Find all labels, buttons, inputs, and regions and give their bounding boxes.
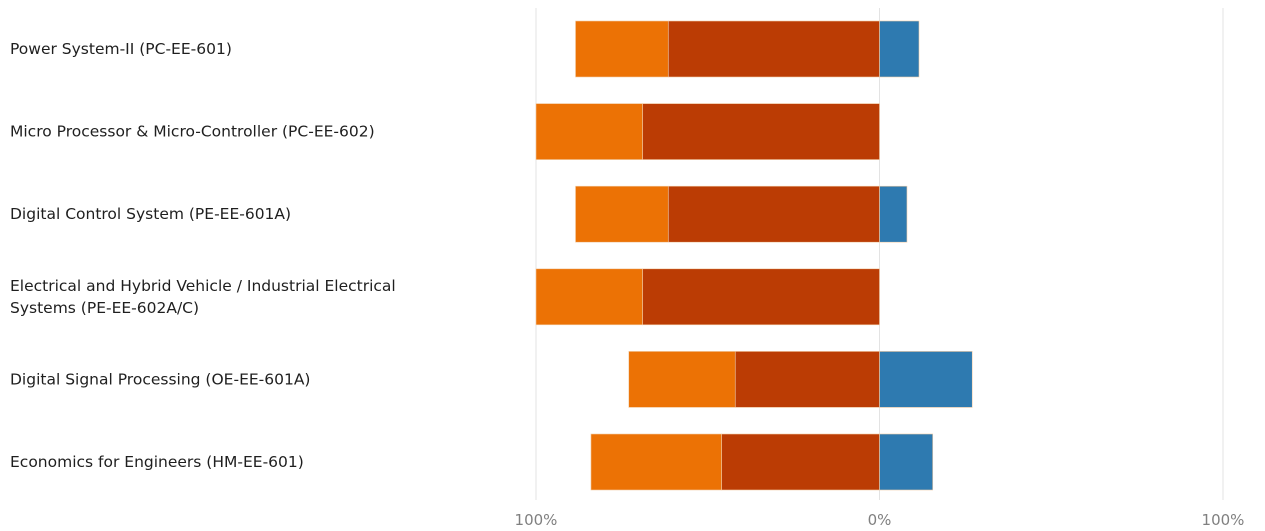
bar-segment-row4-series1 <box>628 351 736 408</box>
bar-segment-row0-series0 <box>667 20 880 78</box>
x-axis-ticks: 100% 0% 100% <box>515 511 1245 529</box>
bar-segment-row2-series1 <box>575 185 669 243</box>
category-label: Electrical and Hybrid Vehicle / Industri… <box>10 277 396 295</box>
bar-segment-row3-series1 <box>535 268 643 326</box>
bar-segment-row5-series0 <box>721 433 880 491</box>
x-tick-label: 0% <box>868 511 892 529</box>
category-label: Micro Processor & Micro-Controller (PC-E… <box>10 123 375 141</box>
bar-segment-row2-series0 <box>667 185 880 243</box>
bar-segment-row3-series0 <box>642 268 880 326</box>
category-label: Digital Signal Processing (OE-EE-601A) <box>10 370 310 388</box>
x-tick-label: 100% <box>515 511 558 529</box>
bar-segment-row0-series1 <box>575 20 669 78</box>
bar-segment-row1-series1 <box>535 103 643 160</box>
category-label: Digital Control System (PE-EE-601A) <box>10 205 291 223</box>
bar-segment-row0-series2 <box>879 20 920 78</box>
bar-segment-row4-series0 <box>734 351 880 408</box>
bar-segment-row1-series0 <box>642 103 880 160</box>
bar-segment-row2-series2 <box>879 185 908 243</box>
category-label: Economics for Engineers (HM-EE-601) <box>10 453 304 471</box>
bar-segment-row5-series2 <box>879 433 934 491</box>
bar-segment-row4-series2 <box>879 351 973 408</box>
x-tick-label: 100% <box>1202 511 1245 529</box>
category-labels: Power System-II (PC-EE-601) Micro Process… <box>10 40 396 471</box>
grid-lines <box>535 8 1224 500</box>
bar-segment-row5-series1 <box>590 433 722 491</box>
bars <box>535 20 973 491</box>
category-label: Systems (PE-EE-602A/C) <box>10 299 199 317</box>
category-label: Power System-II (PC-EE-601) <box>10 40 232 58</box>
